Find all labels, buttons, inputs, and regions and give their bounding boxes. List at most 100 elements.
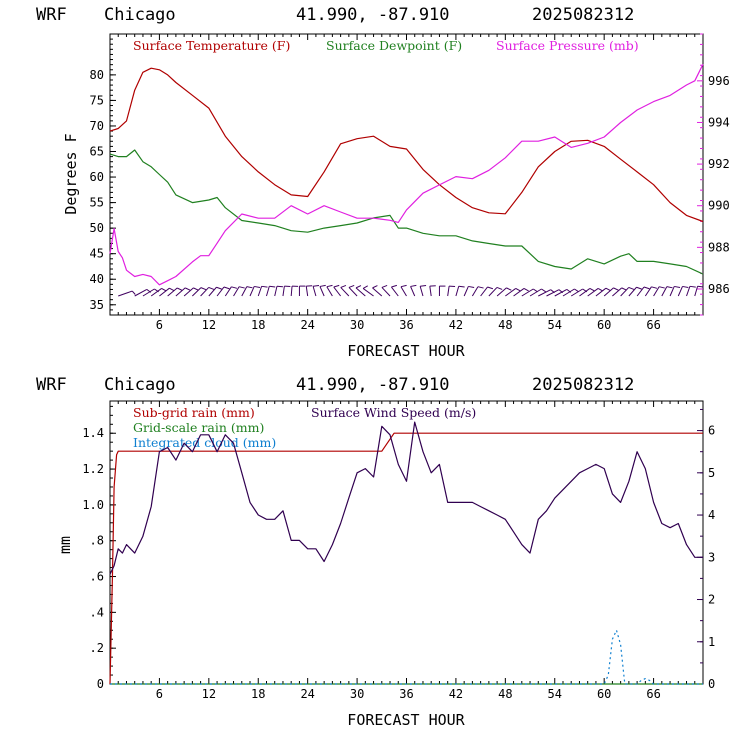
wind-barb bbox=[372, 285, 383, 297]
top-coords-label: 41.990, -87.910 bbox=[296, 5, 450, 25]
wind-barb bbox=[150, 287, 167, 297]
temperature-line bbox=[109, 67, 704, 223]
legend-integrated-cloud: Integrated cloud (mm) bbox=[133, 435, 276, 450]
pressure-line bbox=[109, 63, 704, 286]
wind-barb bbox=[249, 285, 261, 297]
p0-x-tick-label: 30 bbox=[350, 318, 364, 332]
p0-y-tick-label: 75 bbox=[90, 93, 104, 107]
dewpoint-line bbox=[109, 149, 704, 275]
precipitation-panel: Sub-grid rain (mm) Grid-scale rain (mm) … bbox=[56, 400, 715, 729]
wind-barb bbox=[200, 286, 215, 297]
p1-y-tick-label: .6 bbox=[90, 570, 104, 584]
wind-barb bbox=[686, 285, 696, 297]
wind-barb bbox=[333, 284, 342, 297]
wind-barb bbox=[612, 287, 627, 297]
wind-barb bbox=[340, 284, 350, 297]
p1-x-tick-label: 42 bbox=[449, 687, 463, 701]
top-series bbox=[109, 63, 704, 286]
wind-barb bbox=[362, 285, 374, 297]
p0-y-tick-label: 50 bbox=[90, 221, 104, 235]
wind-barb bbox=[266, 285, 276, 297]
bottom-series bbox=[109, 421, 703, 685]
wind-barb bbox=[480, 286, 494, 297]
p1-y2-tick-label: 1 bbox=[708, 635, 715, 649]
wind-barb bbox=[455, 285, 465, 297]
wind-barb bbox=[274, 285, 283, 297]
p0-x-tick-label: 6 bbox=[156, 318, 163, 332]
p0-x-tick-label: 12 bbox=[202, 318, 216, 332]
subgrid-rain-line bbox=[109, 432, 703, 685]
top-legend: Surface Temperature (F) Surface Dewpoint… bbox=[133, 38, 639, 53]
wind-barb bbox=[496, 287, 512, 297]
p0-y-tick-label: 65 bbox=[90, 145, 104, 159]
wind-barb bbox=[488, 286, 503, 297]
wind-barb bbox=[429, 285, 436, 297]
top-plot-frame bbox=[109, 33, 704, 316]
p1-y2-tick-label: 4 bbox=[708, 508, 715, 522]
bottom-header: WRF Chicago 41.990, -87.910 2025082312 bbox=[36, 375, 634, 395]
wind-barb bbox=[447, 285, 456, 297]
wind-barb bbox=[513, 287, 529, 297]
p0-y-tick-label: 35 bbox=[90, 298, 104, 312]
wind-barb bbox=[677, 285, 689, 297]
bottom-y-axis-title: mm bbox=[56, 536, 74, 554]
wind-barb bbox=[391, 284, 399, 297]
p1-y2-tick-label: 2 bbox=[708, 593, 715, 607]
p0-x-tick-label: 18 bbox=[251, 318, 265, 332]
wind-barb bbox=[529, 288, 547, 297]
wind-barb bbox=[175, 287, 191, 297]
wind-barb bbox=[438, 285, 446, 296]
wind-barb bbox=[669, 285, 681, 297]
wind-barb bbox=[326, 284, 333, 297]
wind-barb bbox=[224, 286, 238, 297]
p0-x-tick-label: 60 bbox=[597, 318, 611, 332]
wind-barb bbox=[257, 285, 268, 297]
p0-y2-tick-label: 992 bbox=[708, 157, 730, 171]
p0-y-tick-label: 55 bbox=[90, 196, 104, 210]
p0-y-tick-label: 60 bbox=[90, 170, 104, 184]
p0-y2-tick-label: 996 bbox=[708, 74, 730, 88]
wind-barb bbox=[312, 285, 320, 297]
wind-barb bbox=[505, 287, 521, 297]
wind-barb bbox=[348, 284, 358, 297]
wind-speed-line bbox=[109, 421, 703, 575]
wind-barb bbox=[400, 284, 407, 297]
p1-y-tick-label: .8 bbox=[90, 534, 104, 548]
wind-barb bbox=[587, 287, 603, 297]
bottom-model-label: WRF bbox=[36, 375, 67, 395]
wind-barb bbox=[471, 286, 484, 297]
top-x-axis-title: FORECAST HOUR bbox=[347, 342, 465, 360]
wind-barb bbox=[167, 287, 183, 297]
wind-barb bbox=[319, 284, 326, 297]
bottom-run-label: 2025082312 bbox=[532, 375, 634, 395]
top-header: WRF Chicago 41.990, -87.910 2025082312 bbox=[36, 5, 634, 25]
wind-barb bbox=[241, 286, 253, 297]
p1-y-tick-label: .4 bbox=[90, 605, 104, 619]
wind-barb bbox=[644, 286, 658, 297]
top-run-label: 2025082312 bbox=[532, 5, 634, 25]
p0-y-tick-label: 40 bbox=[90, 272, 104, 286]
p1-y-tick-label: 0 bbox=[97, 677, 104, 691]
p0-y-tick-label: 80 bbox=[90, 68, 104, 82]
wind-barb bbox=[381, 284, 391, 297]
p0-y2-tick-label: 988 bbox=[708, 240, 730, 254]
p1-y2-tick-label: 3 bbox=[708, 550, 715, 564]
p1-x-tick-label: 6 bbox=[156, 687, 163, 701]
legend-gridscale-rain: Grid-scale rain (mm) bbox=[133, 420, 264, 435]
top-location-label: Chicago bbox=[104, 5, 176, 25]
wind-barbs bbox=[118, 284, 704, 297]
legend-wind-speed: Surface Wind Speed (m/s) bbox=[311, 405, 476, 420]
wind-barb bbox=[603, 287, 619, 297]
p0-x-tick-label: 48 bbox=[498, 318, 512, 332]
p0-x-tick-label: 66 bbox=[646, 318, 660, 332]
temperature-panel: Surface Temperature (F) Surface Dewpoint… bbox=[62, 33, 730, 360]
p0-x-tick-label: 42 bbox=[449, 318, 463, 332]
legend-temperature: Surface Temperature (F) bbox=[133, 38, 290, 53]
wind-barb bbox=[636, 286, 650, 297]
wind-barb bbox=[208, 286, 222, 297]
p0-y-tick-label: 70 bbox=[90, 119, 104, 133]
p1-y2-tick-label: 6 bbox=[708, 424, 715, 438]
wind-barb bbox=[282, 285, 291, 297]
wind-barb bbox=[298, 285, 306, 296]
